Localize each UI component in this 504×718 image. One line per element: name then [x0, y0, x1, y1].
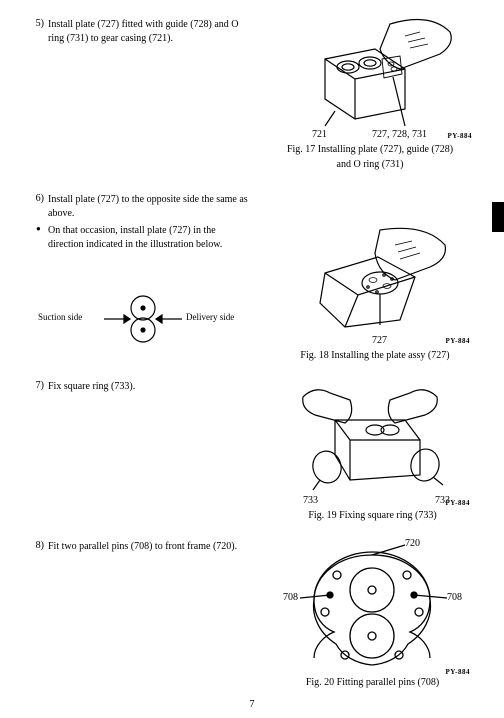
- fig17-caption-line2: and O ring (731): [270, 158, 470, 171]
- step-8-block: 8) Fit two parallel pins (708) to front …: [30, 540, 250, 558]
- fig17-label-727-728-731: 727, 728, 731: [372, 129, 427, 140]
- step-7-block: 7) Fix square ring (733).: [30, 380, 250, 398]
- step-5-number: 5): [30, 18, 48, 29]
- figure-18: 727 PY-884 Fig. 18 Installing the plate …: [280, 225, 470, 362]
- suction-side-label: Suction side: [38, 312, 82, 322]
- orientation-diagram: Suction side Delivery side: [38, 290, 248, 351]
- step-8-text: Fit two parallel pins (708) to front fra…: [48, 540, 250, 554]
- figure-20: 720 708 708 PY-884 Fig. 20 Fitting paral…: [275, 540, 470, 689]
- delivery-side-label: Delivery side: [186, 312, 234, 322]
- fig19-ref: PY-884: [445, 499, 470, 507]
- step-5-block: 5) Install plate (727) fitted with guide…: [30, 18, 250, 49]
- fig17-label-721: 721: [312, 129, 327, 140]
- fig17-caption-line1: Fig. 17 Installing plate (727), guide (7…: [270, 143, 470, 156]
- manual-page: 5) Install plate (727) fitted with guide…: [0, 0, 504, 718]
- section-tab: [492, 202, 504, 232]
- figure-18-svg: [280, 225, 470, 335]
- step-6-bullet: On that occasion, install plate (727) in…: [30, 224, 250, 251]
- figure-19-svg: [275, 385, 470, 495]
- fig20-ref: PY-884: [445, 668, 470, 676]
- figure-17-svg: [270, 14, 470, 129]
- fig20-caption: Fig. 20 Fitting parallel pins (708): [275, 676, 470, 689]
- step-6-text: Install plate (727) to the opposite side…: [48, 193, 250, 220]
- fig19-caption: Fig. 19 Fixing square ring (733): [275, 509, 470, 522]
- fig17-ref: PY-884: [447, 132, 472, 140]
- step-8-number: 8): [30, 540, 48, 551]
- step-5-text: Install plate (727) fitted with guide (7…: [48, 18, 250, 45]
- figure-19: 733 733 PY-884 Fig. 19 Fixing square rin…: [275, 385, 470, 522]
- fig20-label-right: 708: [447, 592, 462, 603]
- page-number: 7: [0, 699, 504, 710]
- fig19-label-left: 733: [303, 495, 318, 506]
- step-6-number: 6): [30, 193, 48, 204]
- figure-17: 721 727, 728, 731 PY-884 Fig. 17 Install…: [270, 14, 470, 171]
- fig20-label-top: 720: [405, 538, 420, 549]
- fig20-label-left: 708: [283, 592, 298, 603]
- fig18-label-727: 727: [372, 335, 387, 346]
- step-7-text: Fix square ring (733).: [48, 380, 250, 394]
- fig18-caption: Fig. 18 Installing the plate assy (727): [280, 349, 470, 362]
- fig18-ref: PY-884: [445, 337, 470, 345]
- step-6-block: 6) Install plate (727) to the opposite s…: [30, 193, 250, 251]
- step-7-number: 7): [30, 380, 48, 391]
- figure-20-svg: [275, 540, 470, 670]
